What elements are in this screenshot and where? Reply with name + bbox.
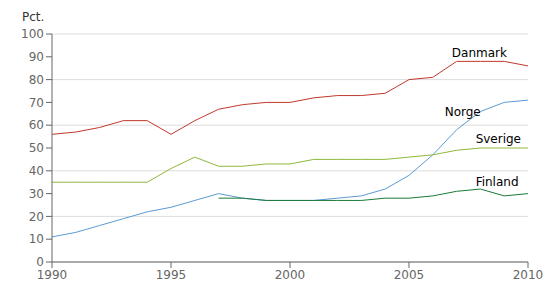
svg-text:Finland: Finland bbox=[476, 175, 519, 189]
svg-text:90: 90 bbox=[29, 50, 44, 64]
html-text:Pct.: Pct. bbox=[22, 10, 45, 24]
svg-text:2010: 2010 bbox=[513, 268, 544, 282]
svg-text:50: 50 bbox=[29, 141, 44, 155]
svg-text:0: 0 bbox=[36, 255, 44, 269]
svg-text:60: 60 bbox=[29, 118, 44, 132]
svg-text:Norge: Norge bbox=[445, 105, 481, 119]
svg-text:2000: 2000 bbox=[275, 268, 306, 282]
svg-text:Sverige: Sverige bbox=[476, 132, 521, 146]
svg-text:70: 70 bbox=[29, 96, 44, 110]
svg-text:40: 40 bbox=[29, 164, 44, 178]
svg-text:10: 10 bbox=[29, 232, 44, 246]
svg-text:30: 30 bbox=[29, 187, 44, 201]
svg-text:100: 100 bbox=[21, 27, 44, 41]
svg-text:80: 80 bbox=[29, 73, 44, 87]
svg-text:Danmark: Danmark bbox=[452, 46, 507, 60]
svg-text:2005: 2005 bbox=[394, 268, 425, 282]
svg-text:1990: 1990 bbox=[37, 268, 68, 282]
svg-text:1995: 1995 bbox=[156, 268, 187, 282]
svg-text:20: 20 bbox=[29, 210, 44, 224]
